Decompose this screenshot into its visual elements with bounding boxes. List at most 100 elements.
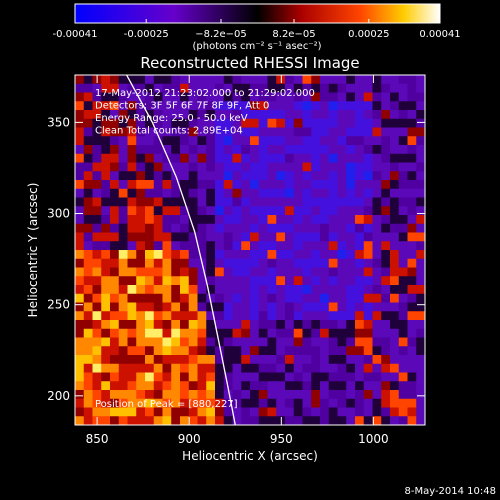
heatmap-cell [407,337,417,347]
heatmap-cell [267,372,277,382]
y-axis-label: Heliocentric Y (arcsec) [26,183,40,318]
heatmap-cell [197,197,207,207]
heatmap-cell [232,416,242,425]
heatmap-cell [110,127,120,137]
heatmap-cell [285,390,295,400]
heatmap-cell [145,267,155,277]
heatmap-cell [206,153,216,164]
heatmap-cell [127,285,137,295]
heatmap-cell [416,293,425,304]
x-tick-label: 850 [86,432,109,446]
heatmap-cell [110,145,120,155]
heatmap-cell [127,381,137,391]
heatmap-cell [197,416,207,425]
heatmap-cell [363,320,374,330]
heatmap-cell [390,118,400,129]
heatmap-cell [355,92,365,102]
heatmap-cell [206,223,216,234]
heatmap-cell [337,276,347,286]
heatmap-cell [363,416,374,425]
heatmap-cell [363,372,374,382]
heatmap-cell [171,276,181,286]
heatmap-cell [153,337,164,347]
heatmap-cell [188,206,199,216]
heatmap-cell [285,188,295,199]
heatmap-cell [136,188,146,199]
heatmap-cell [398,232,409,242]
heatmap-cell [75,285,85,295]
heatmap-cell [267,197,277,207]
heatmap-cell [101,118,111,129]
heatmap-cell [311,206,321,216]
heatmap-cell [101,267,111,277]
heatmap-cell [381,302,391,312]
heatmap-cell [407,110,417,120]
heatmap-cell [285,372,295,382]
heatmap-cell [355,276,365,286]
heatmap-cell [285,250,295,260]
heatmap-cell [302,118,312,129]
heatmap-cell [162,145,172,155]
heatmap-cell [145,328,155,339]
heatmap-cell [267,136,277,146]
heatmap-cell [355,355,365,365]
heatmap-cell [363,267,374,277]
heatmap-cell [398,206,409,216]
heatmap-cell [390,398,400,409]
heatmap-cell [180,101,190,111]
heatmap-cell [101,197,111,207]
heatmap-cell [232,363,242,374]
heatmap-cell [311,285,321,295]
heatmap-cell [267,293,277,304]
heatmap-cell [101,92,111,102]
heatmap-cell [110,171,120,181]
heatmap-cell [328,328,339,339]
heatmap-cell [320,180,330,190]
heatmap-cell [223,285,234,295]
heatmap-cell [83,197,94,207]
heatmap-cell [223,276,234,286]
heatmap-cell [110,188,120,199]
heatmap-cell [372,145,382,155]
heatmap-cell [381,381,391,391]
heatmap-cell [75,206,85,216]
heatmap-cell [223,101,234,111]
heatmap-cell [232,162,242,172]
heatmap-cell [320,302,330,312]
heatmap-cell [101,363,111,374]
heatmap-cell [407,75,417,85]
heatmap-cell [416,398,425,409]
heatmap-cell [267,311,277,321]
heatmap-cell [241,153,251,164]
heatmap-cell [180,311,190,321]
heatmap-cell [250,206,260,216]
heatmap-cell [127,276,137,286]
heatmap-cell [363,390,374,400]
heatmap-cell [75,416,85,425]
heatmap-cell [171,381,181,391]
heatmap-cell [101,145,111,155]
heatmap-cell [276,372,286,382]
heatmap-cell [153,258,164,269]
heatmap-cell [267,285,277,295]
heatmap-cell [372,197,382,207]
heatmap-cell [188,180,199,190]
heatmap-cell [381,162,391,172]
heatmap-cell [206,407,216,417]
heatmap-cell [153,223,164,234]
heatmap-cell [267,162,277,172]
heatmap-cell [293,223,304,234]
heatmap-cell [416,223,425,234]
heatmap-cell [381,215,391,225]
heatmap-cell [302,355,312,365]
heatmap-cell [110,215,120,225]
heatmap-cell [153,197,164,207]
heatmap-cell [311,127,321,137]
heatmap-cell [136,232,146,242]
heatmap-cell [162,416,172,425]
heatmap-cell [145,118,155,129]
heatmap-cell [197,162,207,172]
heatmap-cell [127,118,137,129]
heatmap-cell [372,127,382,137]
heatmap-cell [241,136,251,146]
